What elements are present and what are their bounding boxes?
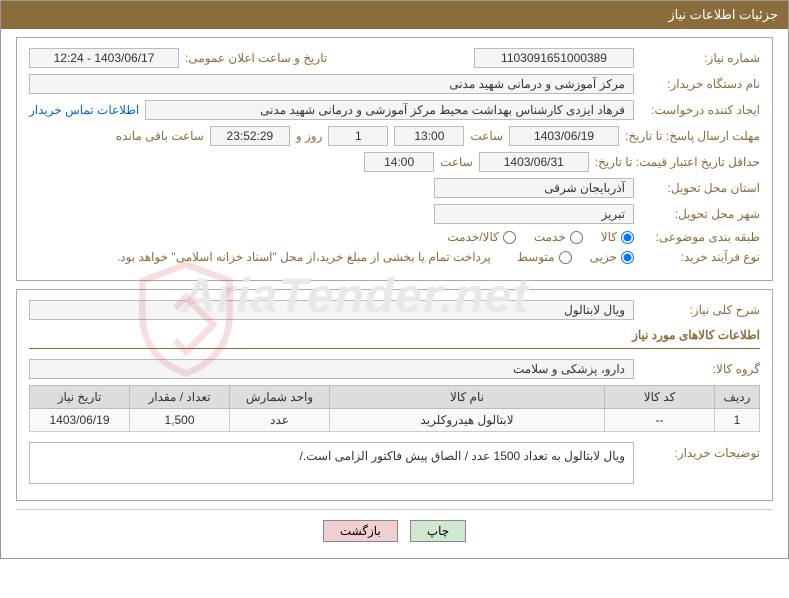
validity-label: حداقل تاریخ اعتبار قیمت: تا تاریخ: bbox=[595, 155, 760, 169]
radio-motavaset-input[interactable] bbox=[559, 251, 572, 264]
buyer-org-value: مرکز آموزشی و درمانی شهید مدنی bbox=[29, 74, 634, 94]
back-button[interactable]: بازگشت bbox=[323, 520, 398, 542]
th-unit: واحد شمارش bbox=[230, 386, 330, 409]
radio-jozei-label: جزیی bbox=[590, 250, 617, 264]
announce-value: 1403/06/17 - 12:24 bbox=[29, 48, 179, 68]
th-date: تاریخ نیاز bbox=[30, 386, 130, 409]
th-row: ردیف bbox=[715, 386, 760, 409]
goods-group-value: دارو، پزشکی و سلامت bbox=[29, 359, 634, 379]
goods-group-label: گروه کالا: bbox=[640, 362, 760, 376]
requester-value: فرهاد ایزدی کارشناس بهداشت محیط مرکز آمو… bbox=[145, 100, 634, 120]
announce-label: تاریخ و ساعت اعلان عمومی: bbox=[185, 51, 327, 65]
need-number-value: 1103091651000389 bbox=[474, 48, 634, 68]
radio-jozei-input[interactable] bbox=[621, 251, 634, 264]
table-row: 1 -- لابتالول هیدروکلرید عدد 1,500 1403/… bbox=[30, 409, 760, 432]
radio-kala-input[interactable] bbox=[621, 231, 634, 244]
footer-buttons: چاپ بازگشت bbox=[16, 509, 773, 548]
payment-note: پرداخت تمام یا بخشی از مبلغ خرید،از محل … bbox=[117, 250, 491, 264]
city-value: تبریز bbox=[434, 204, 634, 224]
radio-khedmat-input[interactable] bbox=[570, 231, 583, 244]
validity-date: 1403/06/31 bbox=[479, 152, 589, 172]
cell-unit: عدد bbox=[230, 409, 330, 432]
contact-link[interactable]: اطلاعات تماس خریدار bbox=[29, 103, 139, 117]
radio-motavaset-label: متوسط bbox=[517, 250, 555, 264]
requester-label: ایجاد کننده درخواست: bbox=[640, 103, 760, 117]
buyer-org-label: نام دستگاه خریدار: bbox=[640, 77, 760, 91]
category-radio-group: کالا خدمت کالا/خدمت bbox=[447, 230, 634, 244]
main-fieldset: شماره نیاز: 1103091651000389 تاریخ و ساع… bbox=[16, 37, 773, 281]
buyer-desc-label: توضیحات خریدار: bbox=[640, 442, 760, 460]
radio-kala-label: کالا bbox=[601, 230, 617, 244]
radio-motavaset[interactable]: متوسط bbox=[517, 250, 572, 264]
cell-row: 1 bbox=[715, 409, 760, 432]
goods-info-title: اطلاعات کالاهای مورد نیاز bbox=[29, 328, 760, 342]
radio-khedmat[interactable]: خدمت bbox=[534, 230, 583, 244]
days-label: روز و bbox=[296, 129, 323, 143]
need-number-label: شماره نیاز: bbox=[640, 51, 760, 65]
radio-jozei[interactable]: جزیی bbox=[590, 250, 634, 264]
days-remaining: 1 bbox=[328, 126, 388, 146]
page-header: جزئیات اطلاعات نیاز bbox=[1, 1, 788, 29]
radio-kala[interactable]: کالا bbox=[601, 230, 634, 244]
buyer-desc-box: ویال لابتالول به تعداد 1500 عدد / الصاق … bbox=[29, 442, 634, 484]
province-label: استان محل تحویل: bbox=[640, 181, 760, 195]
cell-date: 1403/06/19 bbox=[30, 409, 130, 432]
page-title: جزئیات اطلاعات نیاز bbox=[668, 7, 778, 22]
th-qty: تعداد / مقدار bbox=[130, 386, 230, 409]
cell-code: -- bbox=[605, 409, 715, 432]
cell-name: لابتالول هیدروکلرید bbox=[330, 409, 605, 432]
purchase-radio-group: جزیی متوسط bbox=[517, 250, 634, 264]
th-name: نام کالا bbox=[330, 386, 605, 409]
radio-kala-khedmat-input[interactable] bbox=[503, 231, 516, 244]
print-button[interactable]: چاپ bbox=[410, 520, 466, 542]
overall-fieldset: شرح کلی نیاز: ویال لابتالول اطلاعات کالا… bbox=[16, 289, 773, 501]
category-label: طبقه بندی موضوعی: bbox=[640, 230, 760, 244]
th-code: کد کالا bbox=[605, 386, 715, 409]
radio-khedmat-label: خدمت bbox=[534, 230, 566, 244]
overall-label: شرح کلی نیاز: bbox=[640, 303, 760, 317]
deadline-date: 1403/06/19 bbox=[509, 126, 619, 146]
validity-time-label: ساعت bbox=[440, 155, 473, 169]
overall-value: ویال لابتالول bbox=[29, 300, 634, 320]
purchase-type-label: نوع فرآیند خرید: bbox=[640, 250, 760, 264]
remain-label: ساعت باقی مانده bbox=[116, 129, 204, 143]
cell-qty: 1,500 bbox=[130, 409, 230, 432]
countdown-value: 23:52:29 bbox=[210, 126, 290, 146]
validity-time: 14:00 bbox=[364, 152, 434, 172]
radio-kala-khedmat-label: کالا/خدمت bbox=[447, 230, 498, 244]
goods-table: ردیف کد کالا نام کالا واحد شمارش تعداد /… bbox=[29, 385, 760, 432]
deadline-time: 13:00 bbox=[394, 126, 464, 146]
radio-kala-khedmat[interactable]: کالا/خدمت bbox=[447, 230, 515, 244]
province-value: آذربایجان شرقی bbox=[434, 178, 634, 198]
deadline-time-label: ساعت bbox=[470, 129, 503, 143]
city-label: شهر محل تحویل: bbox=[640, 207, 760, 221]
deadline-label: مهلت ارسال پاسخ: تا تاریخ: bbox=[625, 129, 760, 143]
section-divider bbox=[29, 348, 760, 349]
